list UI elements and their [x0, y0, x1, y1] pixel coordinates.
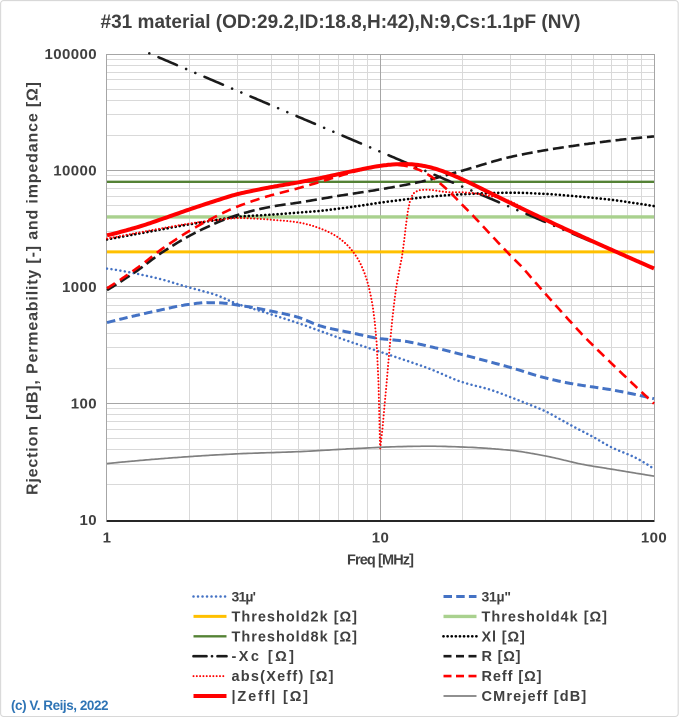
svg-text:Xl [Ω]: Xl [Ω]: [482, 629, 525, 645]
svg-text:100: 100: [641, 530, 667, 547]
svg-text:31µ': 31µ': [232, 589, 257, 605]
svg-text:1000: 1000: [62, 279, 97, 296]
svg-text:-Xc [Ω]: -Xc [Ω]: [232, 649, 295, 665]
svg-text:100: 100: [71, 396, 97, 413]
svg-text:Threshold4k [Ω]: Threshold4k [Ω]: [482, 609, 608, 625]
svg-text:Threshold2k [Ω]: Threshold2k [Ω]: [232, 609, 358, 625]
svg-text:31µ": 31µ": [482, 589, 512, 605]
svg-text:(c) V. Reijs, 2022: (c) V. Reijs, 2022: [11, 698, 109, 713]
svg-text:Reff [Ω]: Reff [Ω]: [482, 669, 542, 685]
svg-text:10: 10: [372, 530, 390, 547]
svg-text:10000: 10000: [53, 163, 97, 180]
svg-text:Rjection [dB], Permeability [-: Rjection [dB], Permeability [-] and impe…: [25, 82, 42, 495]
svg-text:R [Ω]: R [Ω]: [482, 649, 521, 665]
svg-text:#31 material (OD:29.2,ID:18.8,: #31 material (OD:29.2,ID:18.8,H:42),N:9,…: [101, 12, 581, 33]
svg-text:100000: 100000: [45, 46, 97, 63]
svg-text:10: 10: [80, 512, 98, 529]
svg-text:CMrejeff [dB]: CMrejeff [dB]: [482, 689, 587, 705]
svg-text:abs(Xeff) [Ω]: abs(Xeff) [Ω]: [232, 669, 334, 685]
svg-text:1: 1: [103, 530, 112, 547]
svg-text:Threshold8k [Ω]: Threshold8k [Ω]: [232, 629, 358, 645]
svg-text:Freq [MHz]: Freq [MHz]: [347, 553, 414, 569]
